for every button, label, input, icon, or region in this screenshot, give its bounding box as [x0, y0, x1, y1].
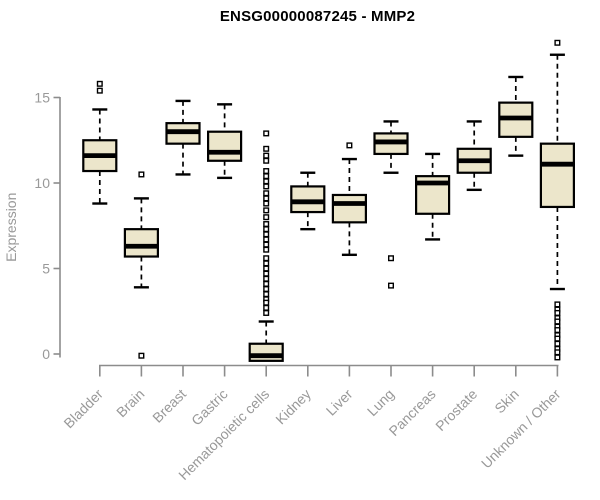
outlier-point [263, 214, 270, 221]
y-axis-label: Expression [3, 193, 19, 262]
iqr-box [539, 142, 576, 209]
outlier-point [263, 221, 270, 228]
outlier-point [138, 352, 145, 359]
outlier-point [138, 171, 145, 178]
outlier-point [554, 340, 561, 347]
outlier-point [263, 178, 270, 185]
x-tick-label-brain: Brain [113, 386, 147, 420]
outlier-point [263, 226, 270, 233]
outlier-point [263, 183, 270, 190]
outlier-point [263, 236, 270, 243]
outlier-point [263, 291, 270, 298]
iqr-box [123, 228, 160, 258]
outlier-point [263, 280, 270, 287]
outlier-point [263, 168, 270, 175]
outlier-point [96, 80, 103, 87]
outlier-point [554, 327, 561, 334]
box-brain [123, 171, 160, 359]
outlier-point [263, 173, 270, 180]
outlier-point [263, 207, 270, 214]
outlier-point [554, 318, 561, 325]
outlier-point [263, 195, 270, 202]
outlier-point [263, 190, 270, 197]
iqr-box [331, 193, 367, 224]
x-tick-label-skin: Skin [491, 386, 522, 417]
x-tick-label-bladder: Bladder [60, 386, 106, 432]
outlier-point [263, 231, 270, 238]
x-tick-label-prostate: Prostate [432, 386, 480, 434]
outlier-point [263, 152, 270, 159]
outlier-point [554, 39, 561, 46]
box-liver [331, 142, 367, 257]
outlier-point [554, 301, 561, 308]
outlier-point [263, 265, 270, 272]
x-tick-label-unknown-other: Unknown / Other [478, 386, 564, 472]
box-hematopoietic-cells [248, 130, 284, 362]
outlier-point [263, 246, 270, 253]
outlier-point [554, 335, 561, 342]
outlier-point [263, 255, 270, 262]
outlier-point [554, 309, 561, 316]
box-pancreas [415, 152, 451, 241]
y-tick-label: 10 [34, 175, 50, 191]
y-tick-label: 15 [34, 89, 50, 105]
box-prostate [456, 120, 492, 192]
outlier-point [263, 304, 270, 311]
outlier-point [263, 157, 270, 164]
outlier-point [263, 309, 270, 316]
y-axis: 0 5 10 15 Expression [3, 89, 61, 362]
box-unknown-other [539, 39, 576, 361]
chart-title: ENSG00000087245 - MMP2 [219, 8, 416, 25]
outlier-point [263, 270, 270, 277]
iqr-box [290, 185, 326, 214]
outlier-point [263, 130, 270, 137]
iqr-box [207, 130, 243, 162]
box-bladder [82, 80, 118, 205]
y-tick-label: 0 [42, 346, 50, 362]
x-tick-label-lung: Lung [364, 386, 397, 419]
outlier-point [263, 286, 270, 293]
outlier-point [263, 275, 270, 282]
box-kidney [290, 171, 326, 231]
outlier-point [346, 142, 353, 149]
y-tick-label: 5 [42, 260, 50, 276]
outlier-point [263, 200, 270, 207]
box-breast [165, 99, 201, 176]
x-tick-label-breast: Breast [149, 386, 189, 426]
outlier-point [263, 241, 270, 248]
outlier-point [96, 87, 103, 94]
outlier-point [388, 282, 395, 289]
outlier-point [263, 299, 270, 306]
x-tick-label-liver: Liver [323, 386, 356, 419]
outlier-point [554, 354, 561, 361]
outlier-point [263, 145, 270, 152]
box-gastric [207, 103, 243, 180]
box-lung [373, 120, 409, 289]
outlier-point [388, 255, 395, 262]
box-skin [498, 75, 534, 157]
iqr-box [248, 342, 284, 362]
outlier-point [554, 349, 561, 356]
outlier-point [263, 260, 270, 267]
x-tick-label-kidney: Kidney [272, 386, 314, 428]
